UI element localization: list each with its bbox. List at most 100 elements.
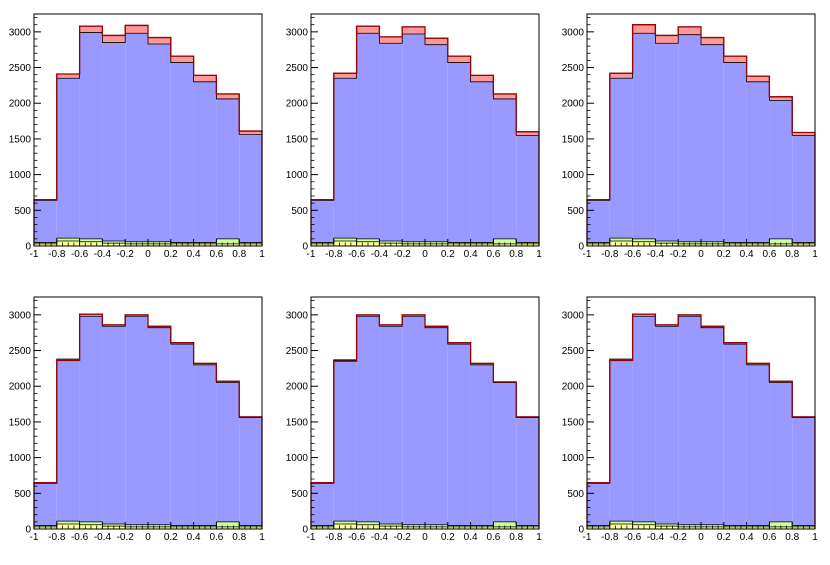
x-tick-label: -0.2 <box>670 532 688 543</box>
x-tick-label: -0.4 <box>94 532 112 543</box>
bar-segment-s3-b3 <box>356 33 380 239</box>
bar-segment-s4-b4 <box>655 35 679 44</box>
y-tick-label: 2500 <box>562 63 585 74</box>
bar-segment-s3-b5 <box>402 33 425 242</box>
y-tick-label: 1000 <box>9 170 32 181</box>
bar-segment-s2-b9 <box>493 521 517 527</box>
x-tick-label: 0 <box>698 249 704 260</box>
bar-segment-s4-b5 <box>678 314 701 317</box>
bar-segment-s3-b4 <box>379 43 403 242</box>
bar-segment-s3-b1 <box>34 200 57 243</box>
x-tick-label: 0.2 <box>164 532 178 543</box>
bar-segment-s4-b9 <box>769 96 793 101</box>
x-tick-label: 0.2 <box>441 249 455 260</box>
y-tick-label: 2000 <box>562 99 585 110</box>
histogram-panel-6: 0 500 1000 1500 2000 2500 3000 -1 -0.8 -0.6 -0.4 -0… <box>562 296 818 543</box>
y-tick-label: 0 <box>302 242 308 253</box>
bar-segment-s2-b2 <box>609 238 633 242</box>
x-tick-label: -0.8 <box>601 249 619 260</box>
total-outline <box>586 313 816 529</box>
y-tick-label: 2500 <box>562 346 585 357</box>
total-outline <box>33 313 263 529</box>
x-tick-label: -0.2 <box>670 249 688 260</box>
bar-segment-s3-b3 <box>79 32 103 239</box>
x-tick-label: 0.2 <box>164 249 178 260</box>
x-tick-label: 0 <box>145 532 151 543</box>
y-tick-label: 2500 <box>286 63 309 74</box>
bar-segment-s3-b7 <box>447 62 471 243</box>
y-tick-label: 1000 <box>562 170 585 181</box>
x-tick-label: -0.6 <box>348 532 366 543</box>
bar-segment-s3-b2 <box>56 78 80 239</box>
x-tick-label: 0.8 <box>232 249 246 260</box>
bar-segment-s3-b4 <box>655 326 679 525</box>
y-tick-label: 2500 <box>9 63 32 74</box>
bar-segment-s4-b9 <box>216 381 240 383</box>
x-tick-label: 1 <box>259 249 265 260</box>
x-tick-label: 1 <box>259 532 265 543</box>
x-tick-label: 0.4 <box>187 249 201 260</box>
bar-segment-s3-b2 <box>609 360 633 522</box>
y-tick-label: 3000 <box>9 27 32 38</box>
bar-segment-s3-b1 <box>34 483 57 526</box>
x-tick-label: 0 <box>145 249 151 260</box>
y-tick-label: 1500 <box>286 417 309 428</box>
bar-segment-s4-b9 <box>493 93 517 99</box>
series-outline-2 <box>310 520 540 529</box>
bar-segment-s4-b6 <box>701 326 724 328</box>
x-tick-label: 0.8 <box>509 532 523 543</box>
x-tick-label: -0.2 <box>117 532 135 543</box>
bar-segment-s4-b2 <box>56 359 80 361</box>
x-tick-label: 0 <box>422 249 428 260</box>
y-tick-label: 0 <box>578 525 584 536</box>
x-tick-label: 0.8 <box>785 532 799 543</box>
x-tick-label: -0.2 <box>394 532 412 543</box>
x-tick-label: 0.8 <box>509 249 523 260</box>
x-tick-label: -0.6 <box>624 249 642 260</box>
bar-segment-s4-b6 <box>148 37 171 44</box>
bar-segment-s4-b4 <box>102 324 126 327</box>
bar-segment-s3-b5 <box>125 33 148 242</box>
y-tick-label: 500 <box>567 489 584 500</box>
bar-segment-s3-b10 <box>239 417 262 526</box>
bar-segment-s3-b5 <box>402 316 425 525</box>
bar-segment-s2-b4 <box>379 524 403 527</box>
bar-segment-s4-b4 <box>379 36 403 44</box>
bar-segment-s3-b6 <box>701 44 724 242</box>
bar-segment-s3-b9 <box>493 382 517 522</box>
bar-segment-s3-b1 <box>587 200 610 243</box>
y-tick-label: 500 <box>14 489 31 500</box>
bar-segment-s3-b4 <box>655 43 679 242</box>
bar-segment-s3-b6 <box>425 44 448 242</box>
bar-segment-s4-b8 <box>746 363 770 365</box>
bar-segment-s3-b4 <box>102 326 126 525</box>
bar-segment-s3-b4 <box>379 326 403 525</box>
bar-segment-s4-b5 <box>678 26 701 35</box>
bar-segment-s3-b8 <box>470 81 494 243</box>
series-outline-3 <box>310 32 540 246</box>
bar-segment-s4-b7 <box>170 342 194 345</box>
bar-segment-s4-b3 <box>79 314 103 317</box>
bar-segment-s4-b9 <box>216 93 240 99</box>
x-tick-label: -1 <box>307 532 316 543</box>
x-tick-label: 0.2 <box>441 532 455 543</box>
bar-segment-s3-b2 <box>333 360 357 522</box>
bar-segment-s3-b6 <box>148 327 171 525</box>
x-tick-label: -0.6 <box>348 249 366 260</box>
bar-segment-s3-b7 <box>170 62 194 243</box>
y-tick-label: 1500 <box>562 134 585 145</box>
x-tick-label: -1 <box>583 249 592 260</box>
bar-segment-s4-b8 <box>470 363 494 365</box>
x-tick-label: -1 <box>30 532 39 543</box>
bar-segment-s2-b9 <box>769 521 793 527</box>
bar-segment-s4-b3 <box>632 314 656 317</box>
bar-segment-s3-b9 <box>493 98 517 239</box>
bar-segment-s4-b8 <box>470 75 494 82</box>
bar-segment-s3-b2 <box>56 360 80 522</box>
bar-segment-s4-b5 <box>402 314 425 317</box>
x-tick-label: -0.4 <box>371 249 389 260</box>
bar-segment-s4-b3 <box>356 314 380 317</box>
bar-segment-s2-b9 <box>769 238 793 244</box>
bar-segment-s3-b1 <box>311 200 334 243</box>
bar-segment-s4-b7 <box>447 56 471 63</box>
